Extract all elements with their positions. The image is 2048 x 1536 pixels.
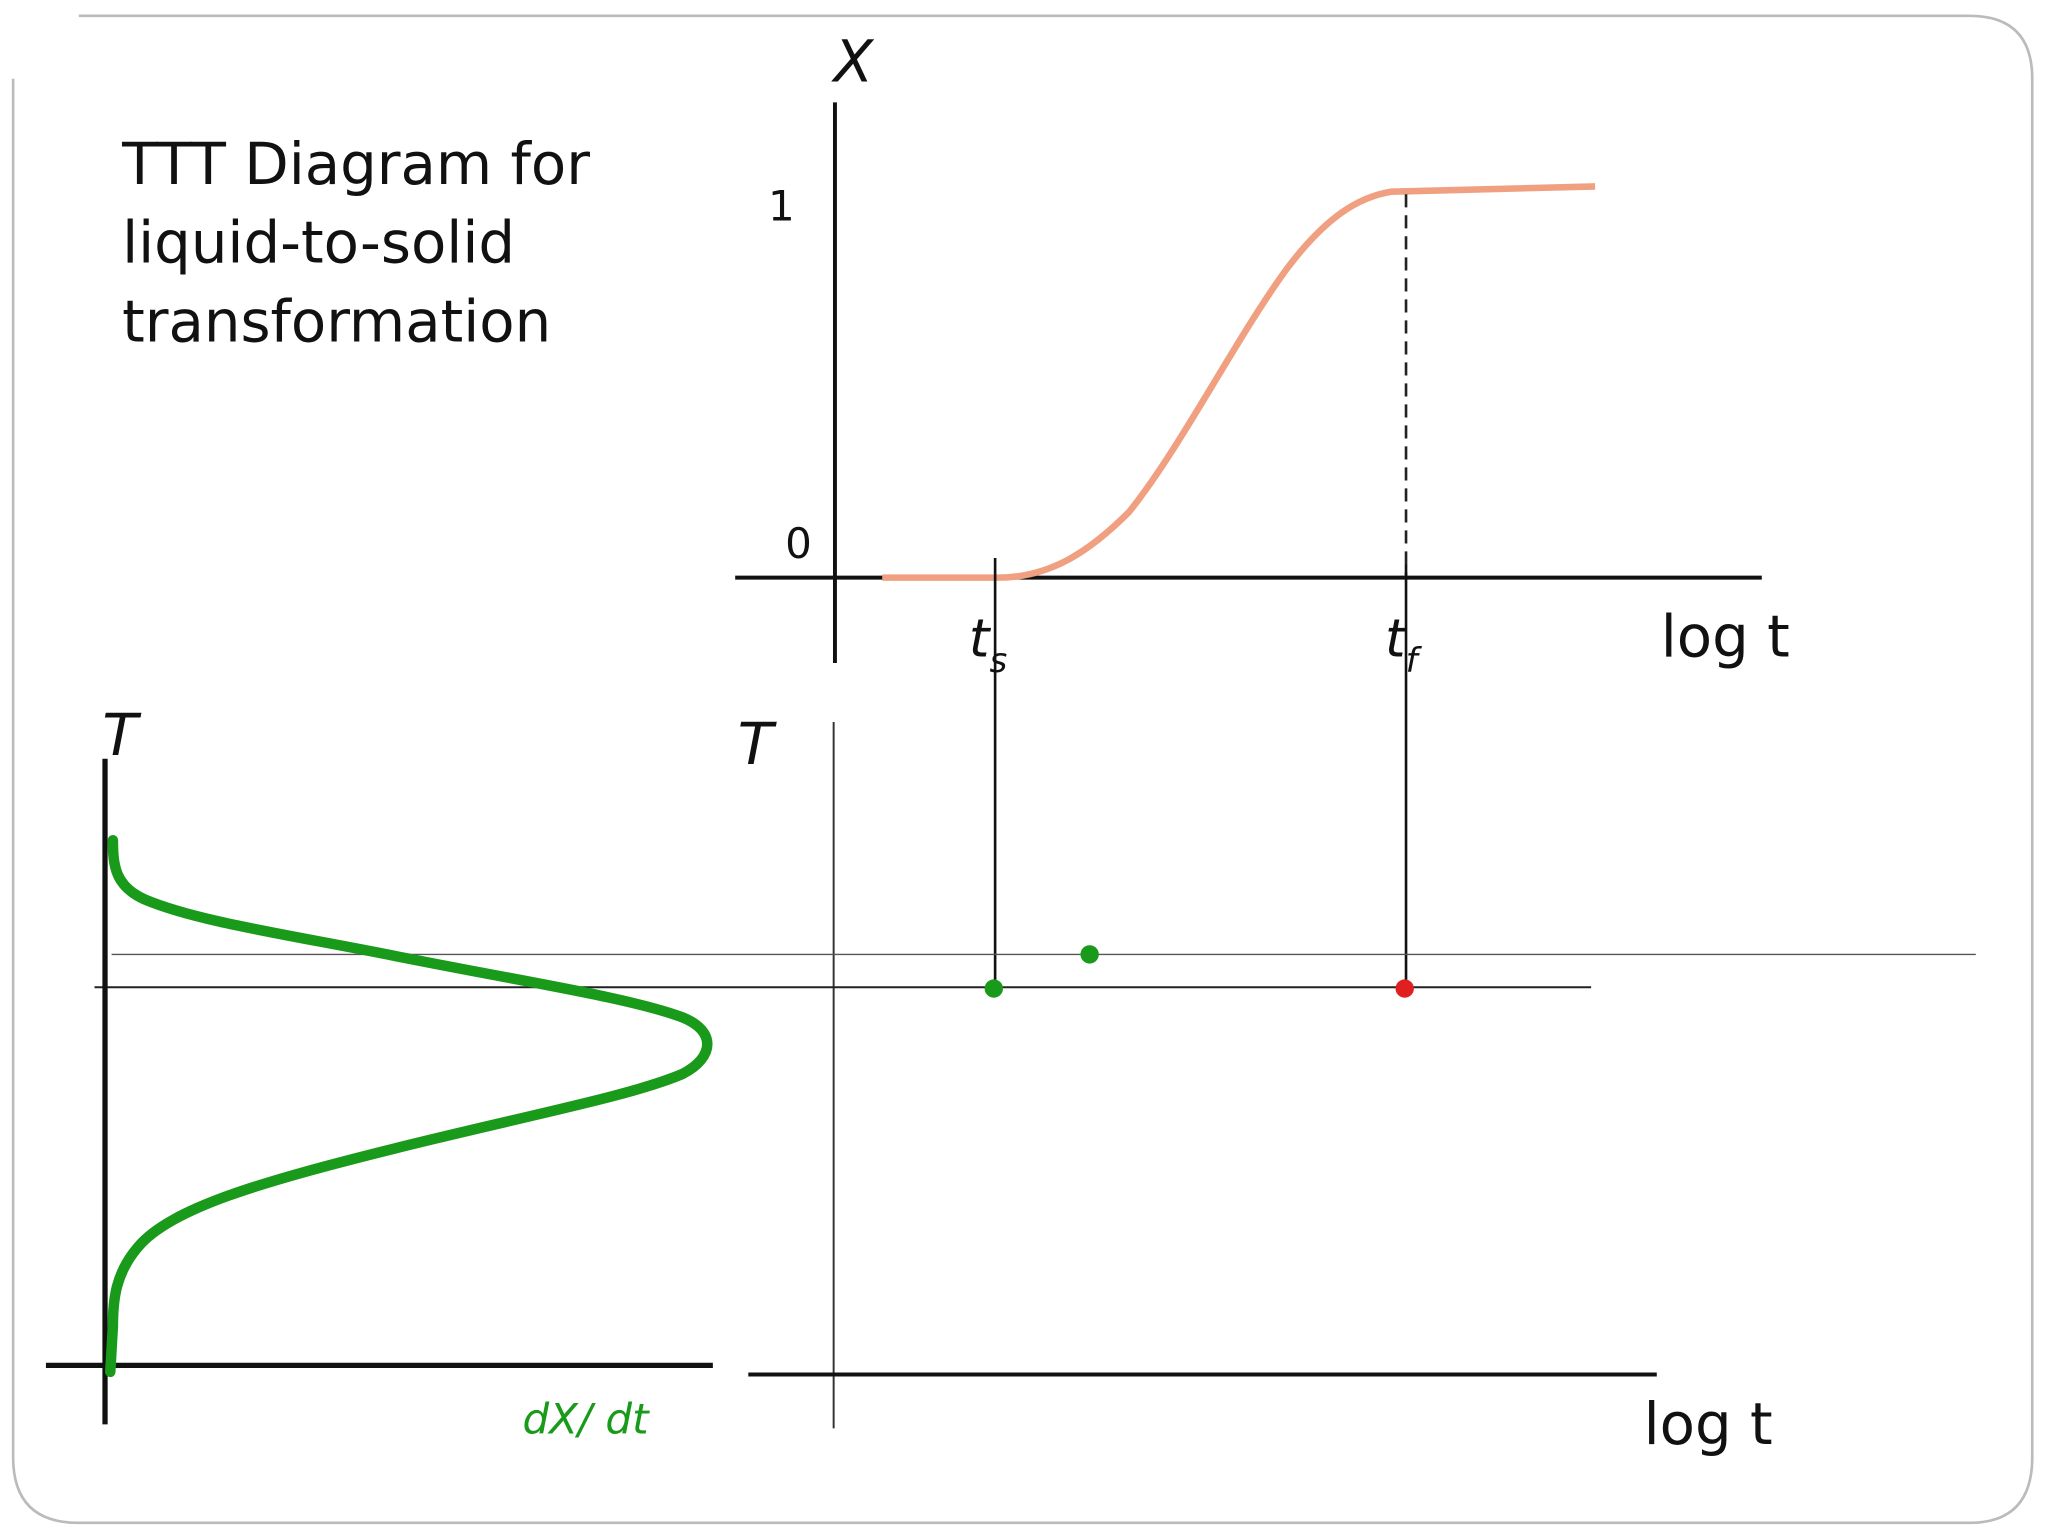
x-label: log t — [1644, 1390, 1773, 1458]
y-tick: 0 — [785, 519, 812, 568]
rate-curve — [105, 834, 713, 1378]
y-label: T — [738, 710, 778, 778]
title-line: liquid-to-solid — [122, 209, 515, 277]
t-sub: s — [989, 641, 1007, 681]
t-base: t — [969, 608, 992, 669]
x-label: dX/ dt — [523, 1395, 651, 1444]
y-label: T — [102, 701, 142, 769]
t-base: t — [1385, 608, 1408, 669]
title-line: transformation — [122, 287, 551, 355]
title-line: TTT Diagram for — [121, 130, 590, 198]
transformation-curve — [882, 183, 1596, 581]
frame — [11, 14, 2034, 1525]
finish-point — [1395, 979, 1414, 998]
y-label: X — [831, 27, 875, 95]
point — [1080, 945, 1099, 964]
y-tick: 1 — [768, 182, 795, 231]
x-label: log t — [1661, 602, 1790, 670]
start-point — [984, 979, 1003, 998]
